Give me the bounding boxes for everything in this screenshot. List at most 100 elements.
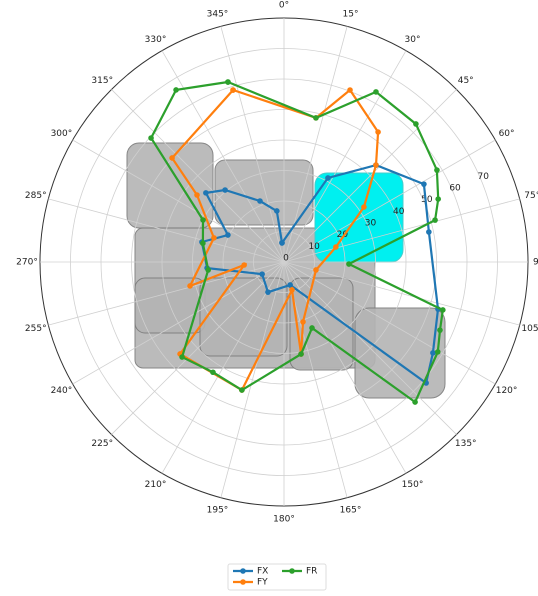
- series-marker: [239, 387, 245, 393]
- series-marker: [347, 87, 353, 93]
- theta-tick-label: 0°: [279, 1, 289, 11]
- grid-spoke: [283, 261, 457, 435]
- series-marker: [173, 87, 179, 93]
- series-marker: [333, 244, 339, 250]
- series-marker: [225, 232, 231, 238]
- theta-tick-label: 180°: [273, 515, 295, 525]
- r-tick-label: 30: [365, 218, 377, 228]
- grid-spoke: [220, 261, 285, 498]
- series-marker: [375, 129, 381, 135]
- series-marker: [194, 192, 200, 198]
- r-tick-label: 70: [478, 172, 490, 182]
- series-marker: [373, 162, 379, 168]
- legend-label: FY: [257, 578, 268, 588]
- theta-tick-label: 105°: [521, 324, 538, 334]
- legend-marker: [240, 579, 246, 585]
- series-marker: [361, 204, 367, 210]
- grid-spoke: [283, 261, 520, 326]
- legend-label: FR: [306, 567, 317, 577]
- series-marker: [257, 198, 263, 204]
- series-marker: [289, 287, 295, 293]
- theta-tick-label: 165°: [340, 506, 362, 516]
- series-marker: [211, 235, 217, 241]
- grid-spoke: [283, 261, 496, 385]
- series-marker: [426, 229, 432, 235]
- series-marker: [440, 307, 446, 313]
- grid-spoke: [72, 139, 285, 263]
- series-marker: [313, 267, 319, 273]
- series-marker: [421, 181, 427, 187]
- series-marker: [225, 79, 231, 85]
- theta-tick-label: 90°: [533, 258, 538, 268]
- series-marker: [210, 369, 216, 376]
- grid-spoke: [283, 26, 348, 263]
- theta-tick-label: 255°: [25, 324, 47, 334]
- series-marker: [435, 196, 441, 202]
- series-marker: [313, 115, 319, 121]
- series-marker: [259, 271, 265, 277]
- theta-tick-label: 285°: [25, 191, 47, 201]
- series-marker: [325, 175, 331, 181]
- grid-spoke: [283, 198, 520, 263]
- series-marker: [309, 325, 315, 331]
- grid-spoke: [72, 261, 285, 385]
- series-lines: [148, 79, 446, 405]
- series-marker: [187, 283, 193, 289]
- r-tick-label: 60: [449, 183, 461, 193]
- series-marker: [205, 267, 211, 273]
- series-marker: [279, 240, 285, 246]
- theta-tick-label: 210°: [145, 480, 167, 490]
- theta-tick-label: 150°: [402, 480, 424, 490]
- theta-tick-label: 120°: [496, 386, 518, 396]
- series-marker: [434, 349, 441, 355]
- series-marker: [300, 319, 306, 325]
- theta-tick-label: 300°: [51, 129, 73, 139]
- legend-marker: [240, 568, 246, 574]
- theta-tick-label: 135°: [455, 439, 477, 449]
- series-marker: [169, 155, 175, 161]
- series-marker: [274, 208, 280, 214]
- theta-tick-label: 30°: [405, 35, 421, 45]
- theta-tick-label: 45°: [458, 76, 474, 86]
- theta-tick-label: 315°: [91, 76, 113, 86]
- series-marker: [265, 289, 271, 295]
- series-marker: [346, 261, 352, 267]
- r-tick-label: 40: [393, 207, 405, 217]
- series-marker: [200, 240, 206, 247]
- grid-spoke: [283, 89, 457, 263]
- series-marker: [230, 87, 236, 93]
- r-tick-label: 0: [283, 254, 289, 264]
- series-marker: [434, 167, 440, 173]
- grid-spoke: [111, 261, 285, 435]
- grid-spoke: [48, 198, 285, 263]
- series-marker: [222, 187, 228, 193]
- grid-spoke: [283, 261, 407, 474]
- component: [126, 142, 214, 229]
- series-marker: [203, 190, 209, 196]
- r-tick-label: 10: [308, 242, 320, 252]
- series-marker: [179, 354, 185, 360]
- theta-tick-label: 195°: [207, 506, 229, 516]
- series-marker: [430, 350, 436, 356]
- series-marker: [373, 89, 379, 95]
- r-tick-label: 50: [421, 195, 433, 205]
- polar-grid: 0° 15° 30° 45° 60° 75° 90° 105° 120° 135° 150° 165°…: [16, 1, 538, 525]
- grid-spoke: [220, 26, 285, 263]
- series-marker: [241, 262, 247, 268]
- theta-tick-label: 15°: [343, 9, 359, 19]
- grid-spoke: [111, 89, 285, 263]
- legend-label: FX: [257, 567, 268, 577]
- series-marker: [298, 351, 304, 357]
- theta-tick-label: 225°: [91, 439, 113, 449]
- series-marker: [432, 217, 438, 223]
- r-tick-label: 20: [337, 230, 349, 240]
- theta-tick-label: 75°: [524, 191, 538, 201]
- series-marker: [287, 282, 293, 288]
- series-marker: [148, 135, 154, 141]
- theta-tick-label: 60°: [499, 129, 515, 139]
- theta-tick-label: 330°: [145, 35, 167, 45]
- legend-marker: [289, 568, 295, 574]
- series-marker: [200, 217, 206, 223]
